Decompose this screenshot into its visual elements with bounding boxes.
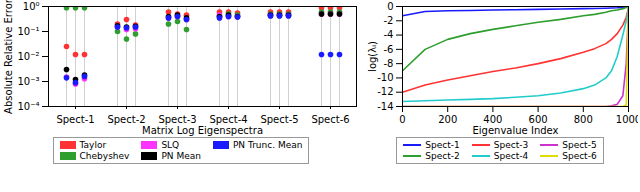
html-text:Spect-5: Spect-5 xyxy=(562,140,597,150)
svg-text:10⁻²: 10⁻² xyxy=(17,51,39,62)
html-text:PN Trunc. Mean: PN Trunc. Mean xyxy=(232,140,303,150)
svg-text:-8: -8 xyxy=(384,58,394,69)
html-text:Chebyshev: Chebyshev xyxy=(79,151,130,161)
html-text:Spect-1: Spect-1 xyxy=(425,140,460,150)
svg-text:Spect-5: Spect-5 xyxy=(260,114,298,125)
svg-text:log(λᵢ): log(λᵢ) xyxy=(367,41,378,72)
svg-text:600: 600 xyxy=(529,114,548,125)
svg-text:Spect-6: Spect-6 xyxy=(311,114,349,125)
svg-text:0: 0 xyxy=(399,114,405,125)
svg-text:-10: -10 xyxy=(377,72,393,83)
html-text:Spect-2: Spect-2 xyxy=(425,151,460,161)
html-text:PN Mean: PN Mean xyxy=(161,151,201,161)
svg-text:200: 200 xyxy=(438,114,457,125)
svg-text:-4: -4 xyxy=(384,29,394,40)
svg-text:Absolute Relative Error: Absolute Relative Error xyxy=(3,0,14,114)
svg-text:Eigenvalue Index: Eigenvalue Index xyxy=(473,125,559,136)
svg-text:-14: -14 xyxy=(377,101,393,112)
svg-text:-12: -12 xyxy=(377,86,393,97)
svg-text:Matrix Log Eigenspectra: Matrix Log Eigenspectra xyxy=(142,125,263,136)
svg-text:800: 800 xyxy=(574,114,593,125)
svg-text:Spect-3: Spect-3 xyxy=(158,114,196,125)
svg-text:10⁻¹: 10⁻¹ xyxy=(17,26,39,37)
html-text:Spect-4: Spect-4 xyxy=(493,151,529,161)
svg-text:0: 0 xyxy=(387,1,393,12)
html-text:SLQ: SLQ xyxy=(161,140,180,150)
html-text:Spect-3: Spect-3 xyxy=(493,140,529,150)
svg-text:400: 400 xyxy=(483,114,502,125)
svg-text:10⁻³: 10⁻³ xyxy=(17,76,39,87)
svg-text:1000: 1000 xyxy=(616,114,638,125)
svg-text:-6: -6 xyxy=(384,44,394,55)
svg-text:-2: -2 xyxy=(384,15,394,26)
svg-text:10⁻⁴: 10⁻⁴ xyxy=(17,101,39,112)
svg-text:Spect-4: Spect-4 xyxy=(209,114,247,125)
svg-text:Spect-1: Spect-1 xyxy=(56,114,94,125)
html-text:Taylor: Taylor xyxy=(79,140,107,150)
svg-text:10⁰: 10⁰ xyxy=(23,1,40,12)
html-text:Spect-6: Spect-6 xyxy=(562,151,597,161)
svg-text:Spect-2: Spect-2 xyxy=(107,114,145,125)
